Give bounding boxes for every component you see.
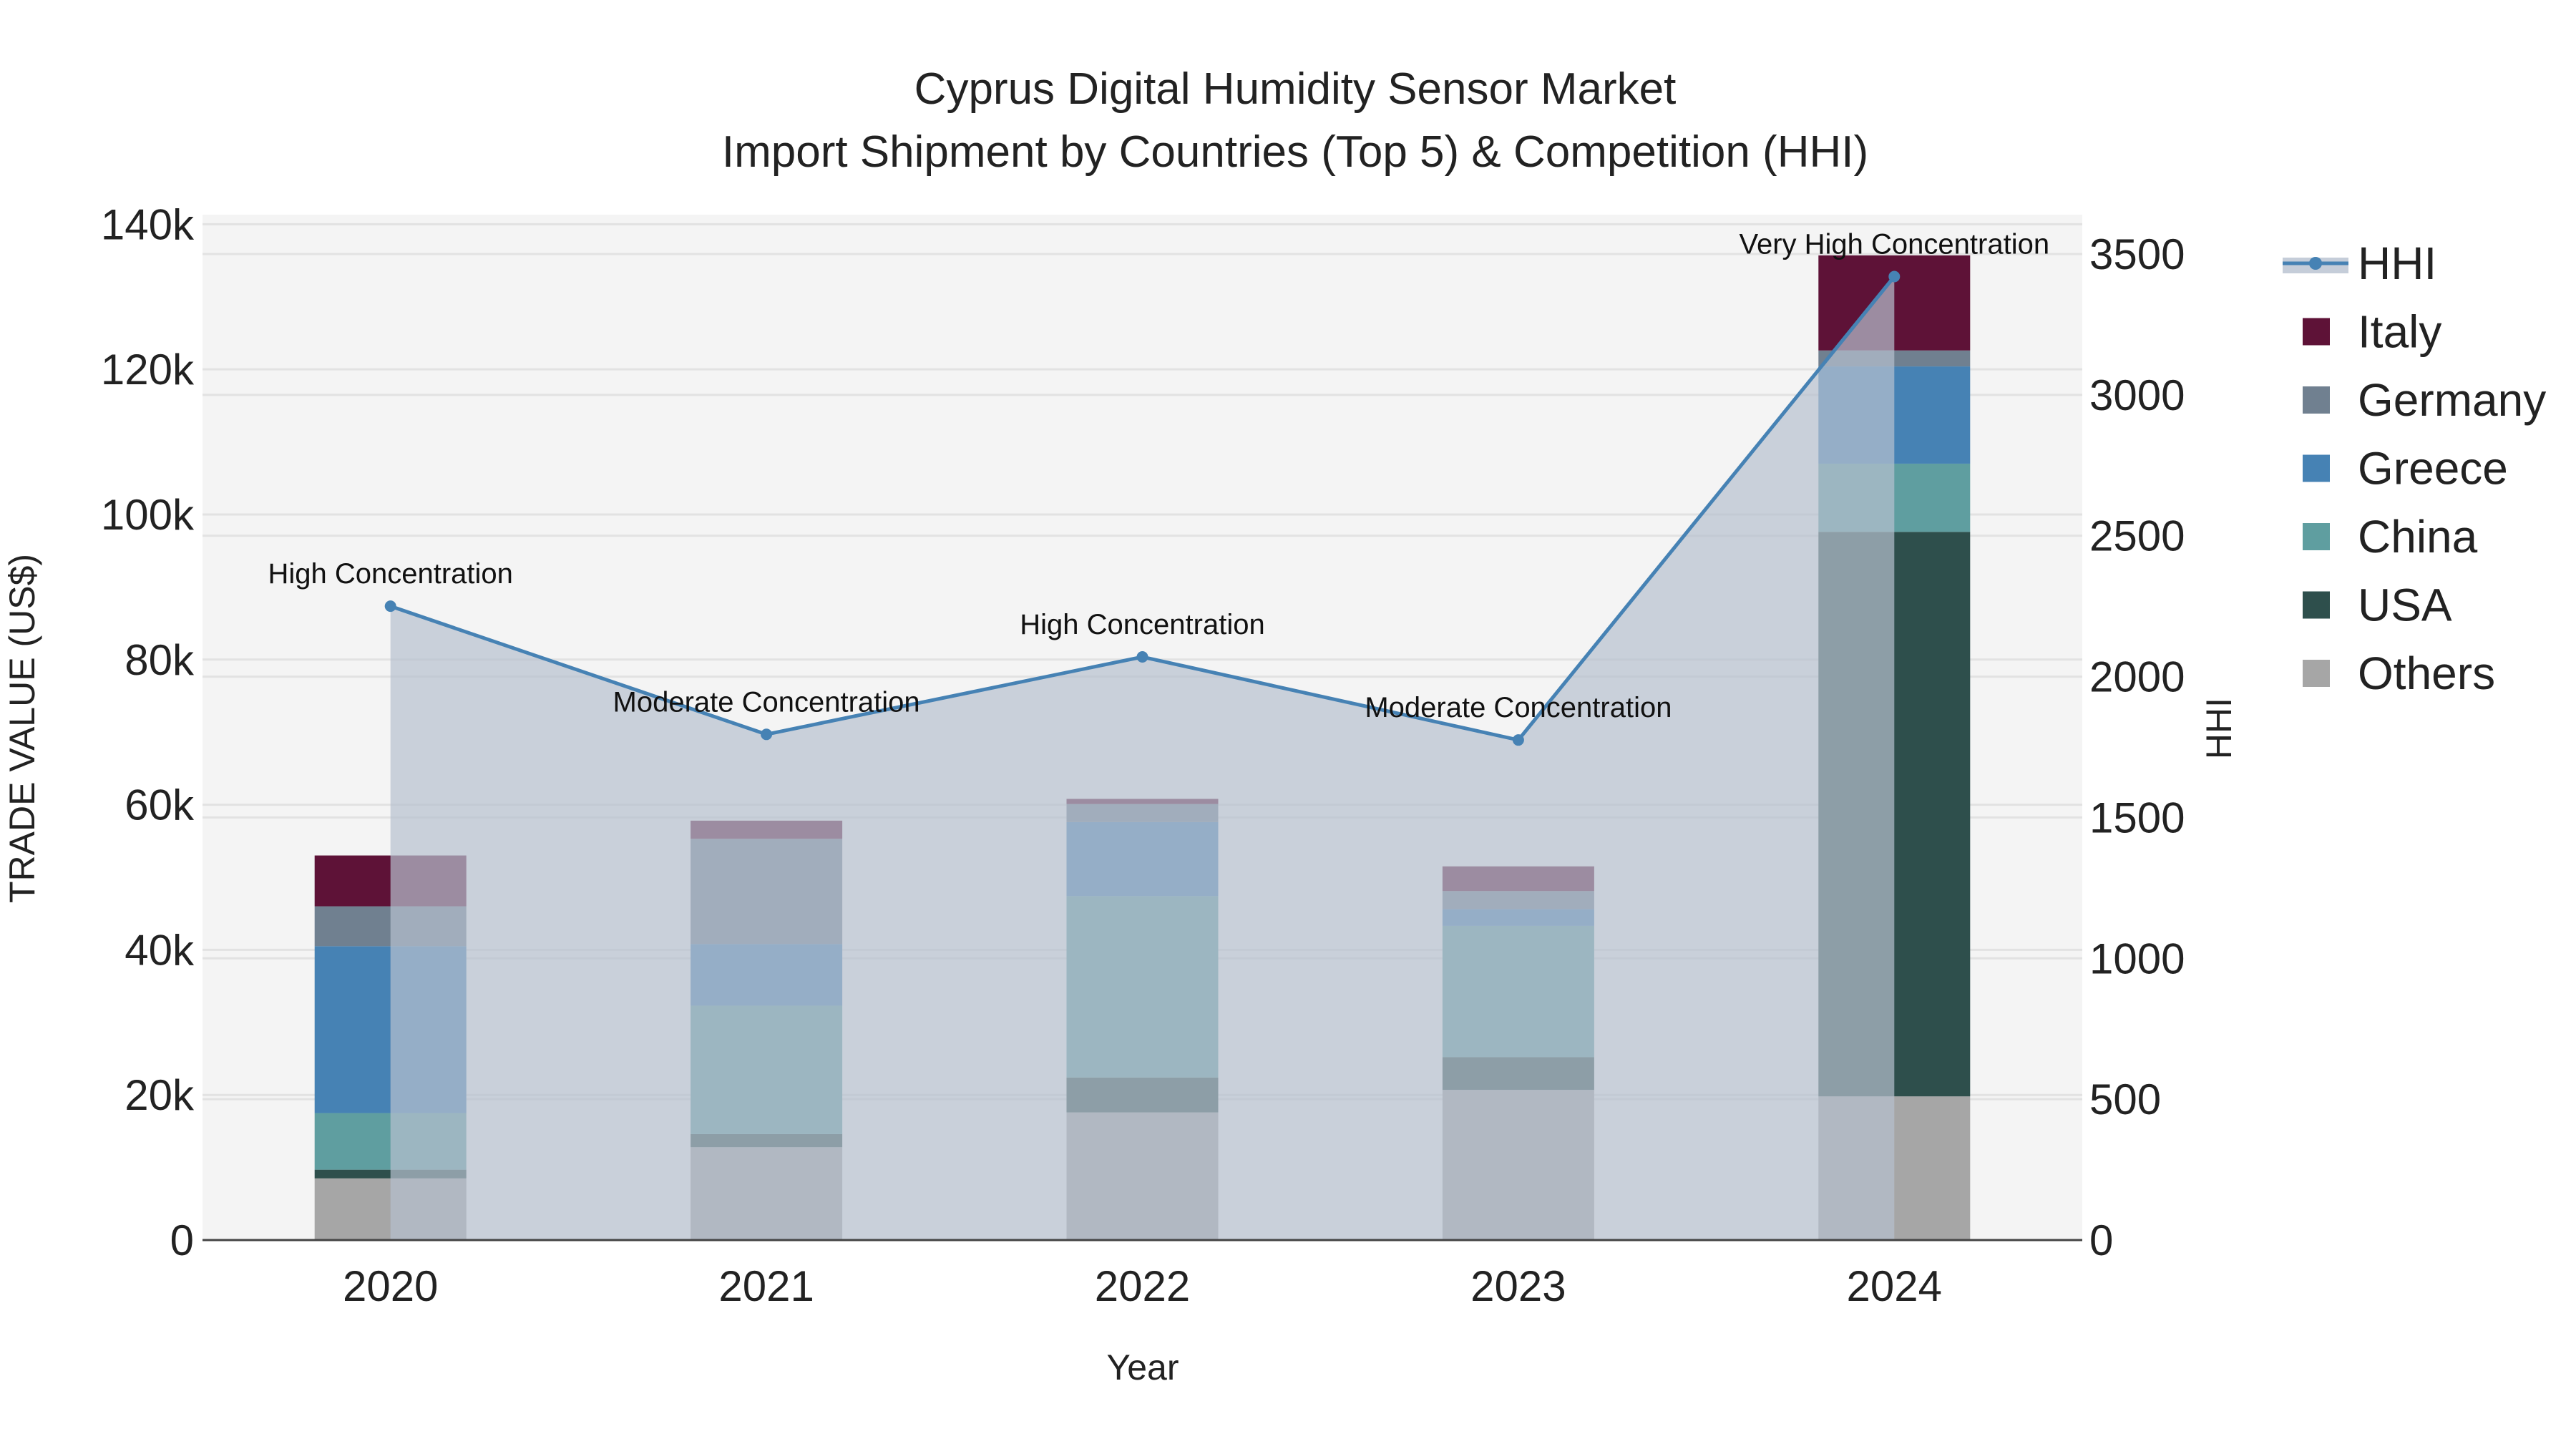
y-tick-label-4: 80k <box>125 636 195 684</box>
y2-tick-label-7: 3500 <box>2089 230 2185 278</box>
y-tick-label-0: 0 <box>170 1216 194 1264</box>
hhi-annotation-2024: Very High Concentration <box>1740 228 2050 260</box>
legend-label-usa: USA <box>2358 580 2452 631</box>
axis-layer: 0 20k 40k 60k 80k 100k 120k 140k 0 500 1000 1500 200… <box>101 200 2185 1310</box>
hhi-annotation-2021: Moderate Concentration <box>613 686 920 718</box>
hhi-annotation-2020: High Concentration <box>268 558 512 590</box>
legend-swatch-others <box>2303 660 2330 687</box>
x-tick-label-2020: 2020 <box>343 1262 438 1310</box>
y2-tick-label-6: 3000 <box>2089 371 2185 419</box>
chart-title-line1: Cyprus Digital Humidity Sensor Market <box>914 64 1677 114</box>
y2-tick-label-4: 2000 <box>2089 653 2185 701</box>
hhi-annotation-2023: Moderate Concentration <box>1365 692 1672 723</box>
y2-tick-label-3: 1500 <box>2089 794 2185 841</box>
hhi-layer: High Concentration Moderate Concentration… <box>268 228 2050 1241</box>
y-tick-label-5: 100k <box>101 491 195 539</box>
y2-axis-title: HHI <box>2199 698 2239 759</box>
legend-swatch-china <box>2303 523 2330 550</box>
legend-swatch-greece <box>2303 454 2330 482</box>
y-tick-label-7: 140k <box>101 200 195 248</box>
legend-swatch-germany <box>2303 386 2330 414</box>
x-tick-label-2021: 2021 <box>718 1262 814 1310</box>
legend-swatch-italy <box>2303 318 2330 346</box>
hhi-point-2021 <box>761 728 773 741</box>
legend-label-germany: Germany <box>2358 374 2546 426</box>
y-tick-label-1: 20k <box>125 1071 195 1119</box>
hhi-point-2020 <box>384 600 396 613</box>
legend-swatch-usa <box>2303 591 2330 619</box>
hhi-area <box>390 276 1895 1241</box>
y-tick-label-6: 120k <box>101 346 195 394</box>
x-tick-label-2022: 2022 <box>1095 1262 1190 1310</box>
y2-tick-label-1: 500 <box>2089 1075 2161 1123</box>
x-tick-label-2024: 2024 <box>1847 1262 1942 1310</box>
legend-label-china: China <box>2358 511 2478 562</box>
x-axis-title: Year <box>1106 1347 1179 1387</box>
hhi-annotation-2022: High Concentration <box>1020 609 1264 640</box>
legend-label-italy: Italy <box>2358 306 2441 358</box>
y2-tick-label-5: 2500 <box>2089 512 2185 560</box>
x-tick-label-2023: 2023 <box>1470 1262 1566 1310</box>
legend: HHI Italy Germany Greece China USA Others <box>2283 238 2546 699</box>
y-axis-title: TRADE VALUE (US$) <box>2 554 42 903</box>
y-tick-label-2: 40k <box>125 926 195 974</box>
legend-swatch-hhi-marker <box>2309 257 2322 270</box>
legend-label-others: Others <box>2358 648 2495 699</box>
legend-label-hhi: HHI <box>2358 238 2436 289</box>
hhi-point-2023 <box>1512 734 1524 746</box>
hhi-point-2024 <box>1888 270 1901 283</box>
y2-tick-label-0: 0 <box>2089 1216 2113 1264</box>
y2-tick-label-2: 1000 <box>2089 935 2185 982</box>
chart-title-line2: Import Shipment by Countries (Top 5) & C… <box>722 127 1868 177</box>
hhi-point-2022 <box>1136 651 1148 663</box>
legend-label-greece: Greece <box>2358 443 2508 494</box>
y-tick-label-3: 60k <box>125 781 195 829</box>
